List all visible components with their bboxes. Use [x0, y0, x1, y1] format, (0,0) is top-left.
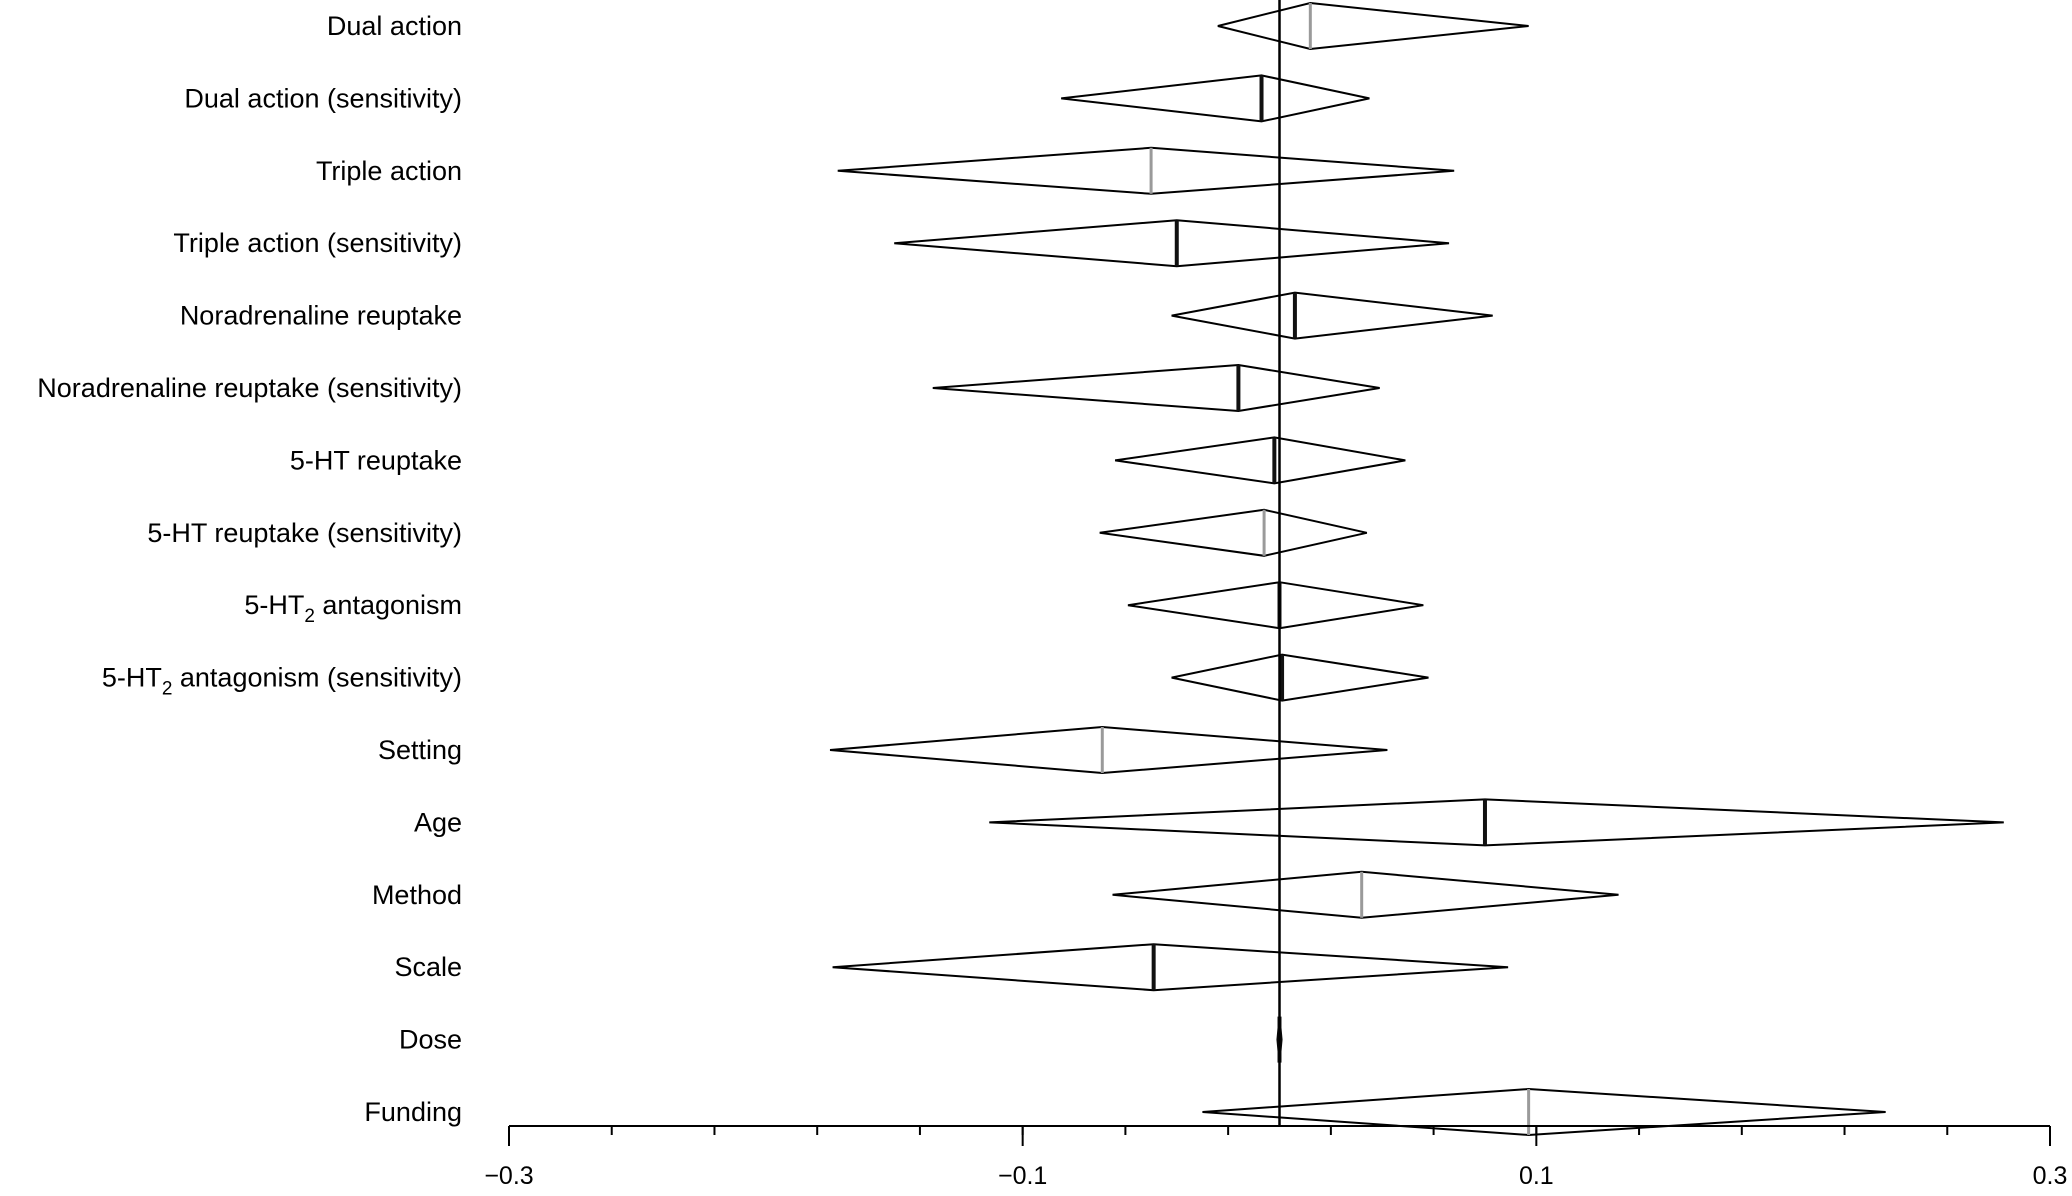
forest-row: Triple action [316, 146, 1455, 195]
row-label: 5-HT2 antagonism (sensitivity) [102, 663, 462, 700]
ci-diamond [1217, 1, 1529, 51]
row-label: 5-HT reuptake (sensitivity) [147, 518, 462, 548]
ci-diamond [1127, 581, 1424, 630]
ci-diamond [1112, 870, 1619, 919]
ci-diamond [932, 363, 1380, 413]
row-label-text: Noradrenaline reuptake [180, 301, 462, 331]
row-label-text: Funding [364, 1097, 462, 1127]
row-label: Scale [394, 952, 462, 982]
row-label: Triple action (sensitivity) [173, 228, 462, 258]
row-label: Dual action [327, 11, 462, 41]
forest-row: Scale [394, 943, 1509, 992]
forest-row: Dual action (sensitivity) [184, 74, 1370, 123]
x-axis: −0.3 −0.1 0.1 0.3 [484, 1125, 2068, 1190]
ci-diamond [989, 798, 2004, 847]
x-tick-label: 0.1 [1519, 1162, 1554, 1190]
ci-diamond [1099, 508, 1368, 557]
rows-layer: Dual action Dual action (sensitivity) Trip… [37, 1, 2004, 1137]
row-label-text: 5-HT reuptake [290, 445, 462, 475]
forest-row: 5-HT reuptake (sensitivity) [147, 508, 1368, 557]
row-label-subscript: 2 [162, 679, 173, 700]
forest-row: 5-HT2 antagonism [244, 581, 1424, 630]
row-label-text: Triple action [316, 156, 462, 186]
ci-diamond [832, 943, 1509, 992]
forest-row: Age [414, 798, 2004, 847]
ci-diamond [1171, 653, 1429, 702]
row-label: Triple action [316, 156, 462, 186]
forest-row: Dose [399, 1016, 1283, 1063]
forest-row: Noradrenaline reuptake [180, 291, 1493, 340]
ci-diamond [1061, 74, 1370, 123]
row-label-text: Age [414, 807, 462, 837]
row-label-text: 5-HT [244, 590, 304, 620]
row-label: Noradrenaline reuptake [180, 301, 462, 331]
row-label-text: Dual action (sensitivity) [184, 83, 462, 113]
row-label: Noradrenaline reuptake (sensitivity) [37, 373, 462, 403]
row-label-text: 5-HT [102, 663, 162, 693]
forest-row: 5-HT2 antagonism (sensitivity) [102, 653, 1429, 702]
forest-row: Dual action [327, 1, 1529, 51]
forest-row: 5-HT reuptake [290, 436, 1406, 485]
forest-row: Noradrenaline reuptake (sensitivity) [37, 363, 1380, 413]
row-label: Dose [399, 1025, 462, 1055]
row-label-text: Dose [399, 1025, 462, 1055]
x-tick-label: −0.3 [484, 1162, 533, 1190]
row-label: Dual action (sensitivity) [184, 83, 462, 113]
forest-row: Method [372, 870, 1619, 919]
row-label-text: Noradrenaline reuptake (sensitivity) [37, 373, 462, 403]
row-label-text: Dual action [327, 11, 462, 41]
forest-row: Triple action (sensitivity) [173, 219, 1450, 268]
ci-diamond [837, 146, 1455, 195]
row-label-text: Triple action (sensitivity) [173, 228, 462, 258]
row-label: Method [372, 880, 462, 910]
ci-diamond [1202, 1087, 1886, 1137]
row-label-text: Scale [394, 952, 462, 982]
row-label-suffix: antagonism (sensitivity) [172, 663, 462, 693]
row-label: Funding [364, 1097, 462, 1127]
forest-row: Funding [364, 1087, 1886, 1137]
row-label-text: Setting [378, 735, 462, 765]
row-label-subscript: 2 [304, 606, 315, 627]
ci-diamond [829, 725, 1388, 775]
ci-diamond [1171, 291, 1493, 340]
forest-row: Setting [378, 725, 1388, 775]
ci-diamond [1114, 436, 1406, 485]
x-tick-label: −0.1 [998, 1162, 1047, 1190]
row-label: Setting [378, 735, 462, 765]
row-label: 5-HT reuptake [290, 445, 462, 475]
row-label-text: Method [372, 880, 462, 910]
row-label: Age [414, 807, 462, 837]
row-label-suffix: antagonism [315, 590, 462, 620]
ci-diamond [894, 219, 1450, 268]
x-tick-label: 0.3 [2033, 1162, 2068, 1190]
row-label: 5-HT2 antagonism [244, 590, 462, 627]
row-label-text: 5-HT reuptake (sensitivity) [147, 518, 462, 548]
